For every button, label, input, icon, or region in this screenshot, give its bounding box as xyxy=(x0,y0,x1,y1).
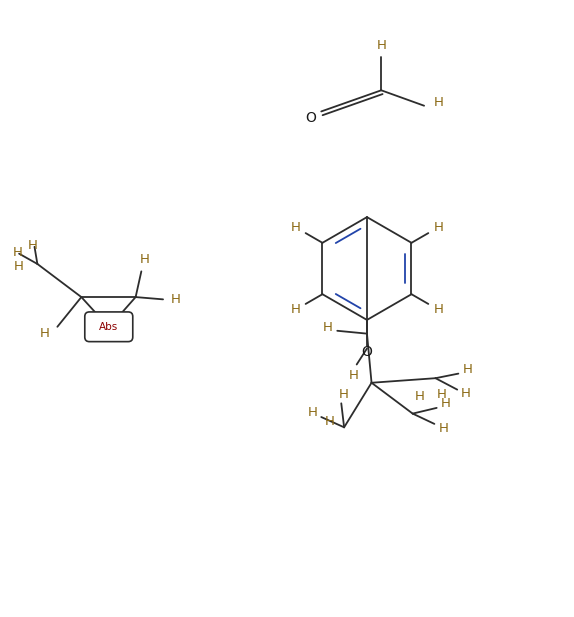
Text: H: H xyxy=(291,221,301,234)
Text: H: H xyxy=(377,39,386,52)
Text: H: H xyxy=(433,96,443,109)
Text: H: H xyxy=(291,303,301,316)
FancyBboxPatch shape xyxy=(85,312,133,342)
Text: H: H xyxy=(170,293,181,306)
Text: H: H xyxy=(463,363,472,376)
Text: H: H xyxy=(439,422,448,435)
Text: H: H xyxy=(40,327,50,340)
Text: H: H xyxy=(414,390,424,403)
Text: H: H xyxy=(13,246,22,259)
Text: H: H xyxy=(349,370,359,383)
Text: O: O xyxy=(362,346,373,360)
Text: H: H xyxy=(14,260,24,273)
Text: H: H xyxy=(433,303,443,316)
Text: H: H xyxy=(433,221,443,234)
Text: H: H xyxy=(325,415,335,428)
Text: H: H xyxy=(323,321,333,334)
Text: H: H xyxy=(339,387,349,400)
Text: H: H xyxy=(308,406,317,419)
Text: H: H xyxy=(436,387,446,400)
Text: H: H xyxy=(461,386,471,400)
Text: H: H xyxy=(28,239,38,252)
Text: H: H xyxy=(441,397,451,410)
Text: O: O xyxy=(305,111,316,125)
Text: H: H xyxy=(139,254,149,267)
Text: Abs: Abs xyxy=(99,322,118,332)
